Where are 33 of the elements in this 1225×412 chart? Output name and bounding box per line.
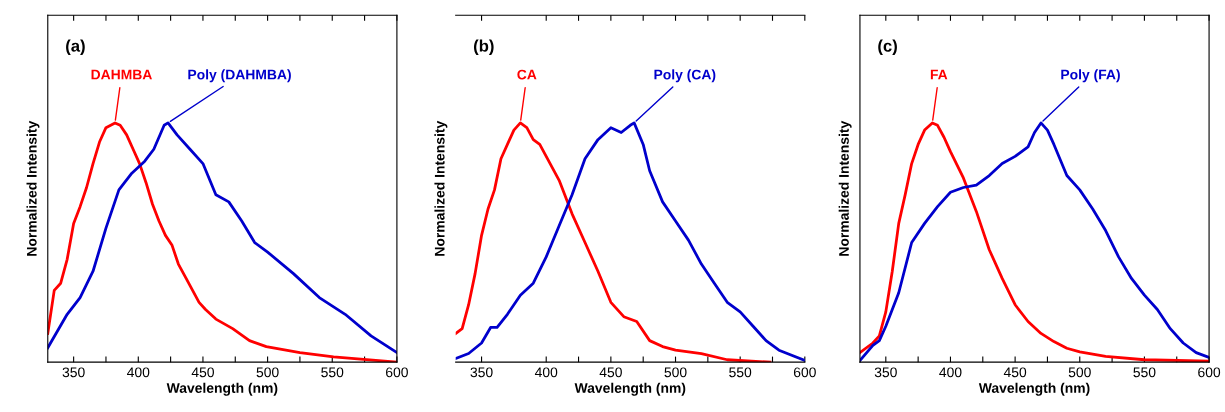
chart-title: (b)	[473, 39, 494, 56]
x-tick-label: 550	[729, 367, 752, 378]
y-axis-title: Normalized Intensity	[838, 120, 852, 256]
x-axis-title: Wavelength (nm)	[978, 382, 1090, 396]
x-tick-label: 500	[664, 367, 687, 378]
x-tick-label: 350	[470, 367, 493, 378]
x-tick-label: 450	[1003, 367, 1027, 378]
x-tick-label: 600	[1198, 367, 1221, 378]
text: DAHMBA	[91, 69, 152, 80]
x-tick-label: 450	[191, 367, 214, 378]
x-tick-label: 400	[127, 367, 150, 378]
x-tick-label: 600	[793, 367, 816, 378]
x-tick-label: 600	[386, 367, 408, 378]
x-tick-label: 500	[1068, 367, 1091, 378]
x-tick-label: 550	[321, 367, 344, 378]
x-axis-title: Wavelength (nm)	[166, 382, 278, 396]
chart-title: (a)	[66, 39, 85, 56]
text: Poly (CA)	[654, 69, 716, 83]
text: Poly (DAHMBA)	[188, 69, 291, 83]
y-axis-title: Normalized Intensity	[434, 120, 448, 256]
x-tick-label: 400	[939, 367, 962, 378]
chart-title: (c)	[878, 39, 897, 56]
text: FA	[930, 69, 948, 80]
x-tick-label: 550	[1133, 367, 1156, 378]
x-tick-label: 350	[874, 367, 897, 378]
x-tick-label: 450	[599, 367, 622, 378]
y-axis-title: Normalized Intensity	[26, 120, 40, 256]
x-tick-label: 350	[62, 367, 85, 378]
x-tick-label: 400	[534, 367, 558, 378]
text: CA	[517, 69, 537, 80]
text: Poly (FA)	[1061, 69, 1120, 83]
x-axis-title: Wavelength (nm)	[574, 382, 686, 396]
x-tick-label: 500	[256, 367, 279, 378]
